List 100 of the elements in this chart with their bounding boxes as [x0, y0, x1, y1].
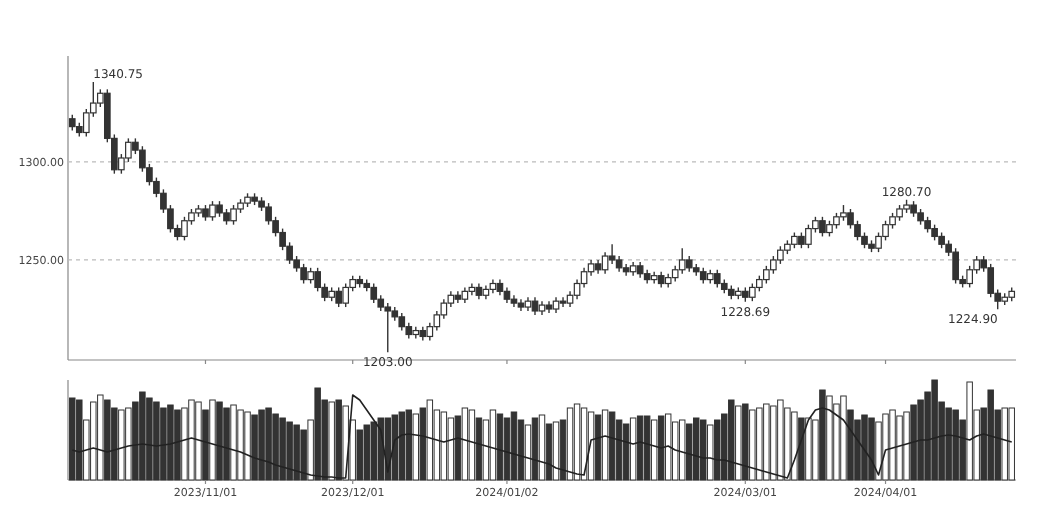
bar [209, 399, 216, 481]
bar [223, 407, 230, 481]
candlestick [300, 263, 307, 285]
bar [97, 394, 104, 481]
bar [118, 409, 125, 481]
bar [784, 407, 791, 481]
bar [188, 399, 195, 481]
bar [503, 417, 511, 481]
bar [840, 395, 847, 481]
bar [230, 404, 237, 481]
bar [398, 411, 406, 481]
bar [763, 403, 770, 481]
bar [889, 409, 896, 481]
bar [671, 421, 679, 481]
bar [419, 407, 427, 481]
bar [615, 419, 623, 481]
bar [468, 409, 476, 481]
bar [90, 401, 97, 481]
candlestick [608, 243, 616, 265]
bar [69, 397, 76, 481]
bar [573, 403, 581, 481]
bar [461, 407, 469, 481]
candlestick [678, 247, 686, 275]
bar [833, 403, 840, 481]
bar [391, 414, 399, 481]
bar [265, 407, 272, 481]
bar [910, 404, 917, 481]
candlestick [952, 247, 959, 285]
bar [594, 414, 602, 481]
bar [1001, 407, 1008, 481]
bar [987, 389, 994, 481]
bar [160, 407, 167, 481]
candlestick [342, 282, 350, 308]
bar [370, 421, 377, 481]
bar [475, 417, 483, 481]
bar [146, 397, 153, 481]
bar [749, 409, 756, 481]
bar [440, 411, 448, 481]
bar [489, 409, 497, 481]
bar [896, 415, 903, 481]
bar [629, 417, 637, 481]
bar [819, 389, 826, 481]
bar [700, 419, 707, 481]
candlestick [181, 216, 188, 242]
bar [742, 403, 749, 481]
bar [237, 409, 244, 481]
bar [636, 415, 644, 481]
bar [622, 423, 630, 481]
bar [139, 391, 146, 481]
bar [251, 414, 258, 481]
candlestick [805, 223, 812, 249]
bar [405, 409, 413, 481]
bar [447, 417, 455, 481]
candlestick [209, 200, 216, 222]
bar [685, 423, 693, 481]
bar [363, 424, 370, 481]
bar [931, 379, 938, 481]
bar [966, 381, 973, 481]
bar [566, 407, 574, 481]
bar [412, 413, 420, 481]
bar [293, 424, 300, 481]
bar [426, 399, 434, 481]
bar [496, 413, 504, 481]
bar [770, 405, 777, 481]
bar [1008, 407, 1015, 481]
bar [524, 424, 532, 481]
bar [798, 417, 805, 481]
bar [328, 401, 335, 481]
bar [125, 407, 132, 481]
candlestick [335, 286, 343, 308]
bar [517, 419, 525, 481]
bar [174, 409, 181, 481]
bar [777, 399, 784, 481]
candlestick [314, 267, 321, 293]
bar [104, 399, 111, 481]
bar [728, 399, 735, 481]
candlestick [819, 216, 826, 238]
bar [952, 409, 959, 481]
bar [735, 405, 742, 481]
bar [917, 399, 924, 481]
candlestick [230, 204, 237, 226]
bar [258, 409, 265, 481]
bar [244, 411, 251, 481]
bar [903, 411, 910, 481]
bar [510, 411, 518, 481]
bar [454, 415, 462, 481]
bar [272, 413, 279, 481]
candlestick [601, 251, 609, 275]
bar [643, 415, 651, 481]
bar [216, 401, 223, 481]
bar [538, 414, 546, 481]
bar [650, 419, 658, 481]
bar [714, 419, 721, 481]
bar [601, 409, 609, 481]
bar [805, 417, 812, 481]
bar [195, 401, 202, 481]
bar [608, 411, 616, 481]
bar [693, 417, 700, 481]
bar [314, 387, 321, 481]
bar [181, 407, 188, 481]
